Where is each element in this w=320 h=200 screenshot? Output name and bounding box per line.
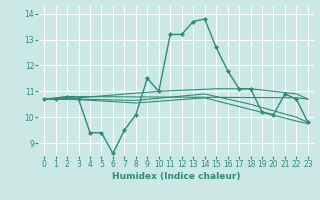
X-axis label: Humidex (Indice chaleur): Humidex (Indice chaleur) (112, 172, 240, 181)
